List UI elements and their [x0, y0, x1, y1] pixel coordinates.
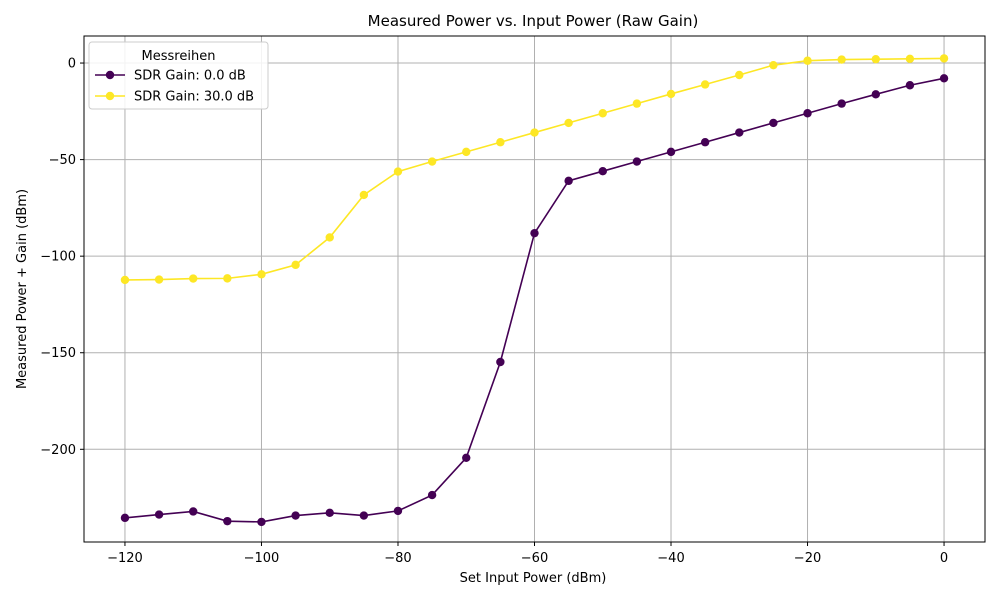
- legend-entry: SDR Gain: 0.0 dB: [95, 69, 246, 84]
- x-tick-label: −80: [384, 551, 411, 566]
- data-point: [939, 74, 949, 83]
- legend-label: SDR Gain: 0.0 dB: [134, 69, 246, 84]
- x-tick-label: 0: [940, 551, 948, 566]
- data-point: [120, 513, 130, 523]
- data-point: [393, 506, 403, 516]
- data-point: [291, 511, 300, 520]
- data-point: [530, 128, 539, 137]
- x-tick-label: −20: [794, 551, 821, 566]
- grid: [84, 36, 985, 542]
- data-point: [598, 166, 607, 176]
- legend-title: Messreihen: [142, 49, 216, 64]
- data-point: [564, 176, 573, 186]
- data-point: [325, 233, 334, 242]
- data-point: [496, 357, 505, 367]
- data-point: [803, 56, 812, 65]
- y-tick-label: −150: [40, 346, 76, 361]
- data-point: [359, 190, 369, 200]
- data-point: [735, 70, 744, 80]
- data-point: [291, 260, 300, 270]
- x-axis-label: Set Input Power (dBm): [460, 571, 607, 586]
- x-tick-label: −100: [244, 551, 280, 566]
- data-point: [189, 274, 198, 283]
- data-point: [530, 228, 539, 238]
- data-point: [189, 507, 198, 516]
- series-1: [120, 74, 949, 527]
- data-point: [769, 60, 778, 70]
- legend: Messreihen SDR Gain: 0.0 dB SDR Gain: 30.…: [88, 41, 269, 110]
- x-tick-label: −120: [107, 551, 143, 566]
- series-2: [120, 54, 949, 285]
- data-point: [462, 147, 471, 157]
- data-point: [837, 99, 846, 108]
- data-point: [700, 80, 710, 89]
- legend-entries: SDR Gain: 0.0 dB SDR Gain: 30.0 dB: [95, 69, 254, 105]
- data-point: [427, 157, 437, 166]
- y-tick-label: −100: [40, 250, 76, 265]
- data-point: [564, 118, 573, 128]
- data-point: [598, 109, 607, 118]
- data-point: [257, 270, 266, 279]
- data-point: [666, 147, 676, 157]
- data-point: [462, 453, 471, 462]
- data-point: [632, 157, 642, 166]
- data-point: [939, 54, 949, 63]
- data-point: [905, 54, 915, 63]
- data-point: [359, 511, 369, 520]
- data-point: [632, 99, 642, 108]
- legend-marker: [105, 91, 115, 101]
- legend-entry: SDR Gain: 30.0 dB: [95, 90, 254, 105]
- y-tick-label: −50: [49, 153, 76, 168]
- data-point: [427, 490, 437, 500]
- legend-label: SDR Gain: 30.0 dB: [134, 90, 254, 105]
- data-point: [837, 55, 846, 64]
- data-point: [325, 508, 334, 518]
- legend-marker: [105, 70, 115, 80]
- data-point: [871, 54, 880, 64]
- y-tick-label: 0: [68, 57, 76, 72]
- data-point: [120, 275, 130, 285]
- data-point: [496, 138, 505, 147]
- data-point: [666, 89, 676, 99]
- data-point: [769, 118, 778, 128]
- data-point: [154, 510, 164, 519]
- data-point: [871, 90, 880, 99]
- data-point: [257, 517, 266, 527]
- legend-box: [88, 41, 269, 110]
- data-point: [393, 167, 403, 176]
- x-tick-label: −60: [521, 551, 548, 566]
- data-point: [154, 275, 164, 284]
- data-point: [223, 516, 232, 526]
- y-axis-label: Measured Power + Gain (dBm): [15, 189, 30, 389]
- data-point: [735, 128, 744, 137]
- chart-title: Measured Power vs. Input Power (Raw Gain…: [368, 12, 699, 30]
- data-point: [223, 274, 232, 283]
- y-tick-label: −200: [40, 443, 76, 458]
- data-point: [905, 81, 915, 90]
- data-point: [803, 109, 812, 118]
- data-point: [700, 138, 710, 147]
- series-layer: [120, 54, 949, 527]
- axis-ticks: −120 −100 −80 −60 −40 −20 00−50−100−150−200: [40, 57, 948, 566]
- x-tick-label: −40: [657, 551, 684, 566]
